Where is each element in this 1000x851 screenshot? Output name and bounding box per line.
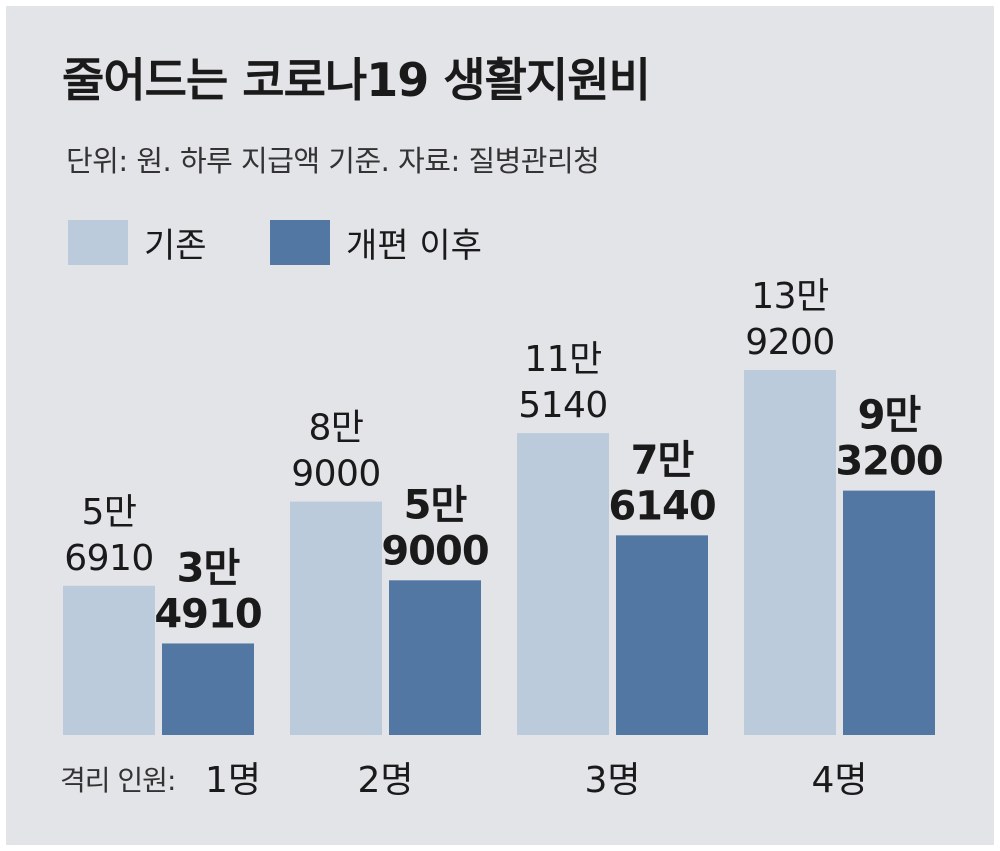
legend-label-after: 개편 이후 <box>346 225 482 266</box>
category-label-1: 1명 <box>205 760 261 801</box>
data-label-after-2-line2: 9000 <box>381 528 488 574</box>
data-label-before-3-line2: 5140 <box>518 385 608 426</box>
legend-item-before: 기존 <box>68 218 207 266</box>
bar-before-3 <box>517 433 609 735</box>
category-label-3: 3명 <box>584 760 640 801</box>
category-label-4: 4명 <box>811 760 867 801</box>
data-label-before-2-line1: 8만 <box>308 408 363 449</box>
bar-after-4 <box>843 490 935 735</box>
data-label-after-4-line1: 9만 <box>858 393 922 439</box>
data-label-before-4-line1: 13만 <box>751 276 828 317</box>
data-label-after-1-line2: 4910 <box>154 591 261 637</box>
legend-label-before: 기존 <box>144 225 207 266</box>
bar-before-1 <box>63 585 155 735</box>
data-label-before-3-line1: 11만 <box>524 339 601 380</box>
chart-title: 줄어드는 코로나19 생활지원비 <box>62 53 651 107</box>
data-label-before-1-line1: 5만 <box>81 492 136 533</box>
data-label-before-1-line2: 6910 <box>64 538 154 579</box>
legend-swatch-after <box>270 219 330 265</box>
data-label-after-2-line1: 5만 <box>404 482 468 528</box>
data-label-after-3-line1: 7만 <box>631 437 695 483</box>
bar-after-1 <box>162 643 254 735</box>
legend-item-after: 개편 이후 <box>270 218 482 266</box>
category-prefix: 격리 인원: <box>60 764 175 797</box>
data-label-after-4-line2: 3200 <box>835 439 942 485</box>
data-label-after-3-line2: 6140 <box>608 483 715 529</box>
bar-before-4 <box>744 370 836 735</box>
data-label-before-4-line2: 9200 <box>745 322 835 363</box>
bar-before-2 <box>290 501 382 735</box>
bar-after-2 <box>389 580 481 735</box>
chart-subtitle: 단위: 원. 하루 지급액 기준. 자료: 질병관리청 <box>66 144 600 178</box>
data-label-before-2-line2: 9000 <box>291 454 381 495</box>
data-label-after-1-line1: 3만 <box>177 545 241 591</box>
bar-after-3 <box>616 535 708 735</box>
legend-swatch-before <box>68 219 128 265</box>
category-label-2: 2명 <box>357 760 413 801</box>
